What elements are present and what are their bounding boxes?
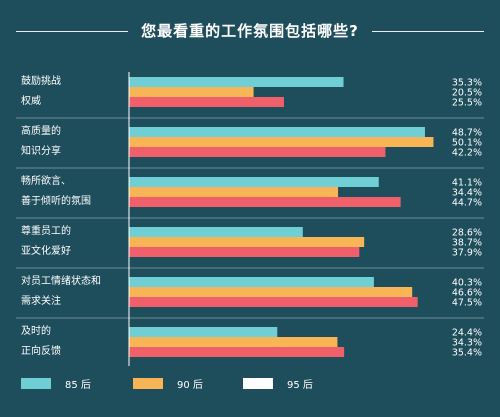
- category-label: 鼓励挑战: [21, 74, 61, 87]
- value-label: 37.9%: [452, 248, 482, 259]
- value-label: 25.5%: [452, 98, 482, 109]
- value-label: 44.7%: [452, 198, 482, 209]
- bar-2: [129, 137, 434, 147]
- title-rule-left: [16, 31, 128, 32]
- legend-label: 85 后: [65, 380, 91, 391]
- value-label: 41.1%: [452, 178, 482, 189]
- legend-swatch: [243, 378, 273, 389]
- bar-1: [129, 77, 344, 87]
- category-label: 权威: [21, 94, 41, 107]
- value-label: 46.6%: [452, 288, 482, 299]
- value-label: 42.2%: [452, 148, 482, 159]
- category-label: 高质量的: [21, 124, 61, 137]
- legend-swatch: [133, 378, 163, 389]
- legend: 85 后 90 后 95 后: [0, 374, 500, 394]
- bar-1: [129, 277, 374, 287]
- value-label: 24.4%: [452, 328, 482, 339]
- value-label: 28.6%: [452, 228, 482, 239]
- category-label: 亚文化爱好: [21, 244, 71, 257]
- bar-3: [129, 297, 418, 307]
- value-label: 48.7%: [452, 128, 482, 139]
- bar-2: [129, 187, 339, 197]
- value-label: 35.4%: [452, 348, 482, 359]
- value-label: 38.7%: [452, 238, 482, 249]
- category-label: 及时的: [21, 324, 51, 337]
- category-label: 尊重员工的: [21, 224, 71, 237]
- value-label: 50.1%: [452, 138, 482, 149]
- bar-3: [129, 347, 345, 357]
- value-label: 34.3%: [452, 338, 482, 349]
- bar-chart: 鼓励挑战权威35.3%20.5%25.5%高质量的知识分享48.7%50.1%4…: [16, 72, 484, 366]
- legend-swatch: [21, 378, 51, 389]
- category-label: 正向反馈: [21, 344, 61, 357]
- value-label: 47.5%: [452, 298, 482, 309]
- legend-label: 90 后: [177, 380, 203, 391]
- bar-1: [129, 127, 425, 137]
- category-label: 需求关注: [21, 294, 61, 307]
- value-label: 40.3%: [452, 278, 482, 289]
- bar-2: [129, 337, 338, 347]
- legend-label: 95 后: [287, 380, 313, 391]
- category-label: 知识分享: [21, 144, 61, 157]
- value-label: 34.4%: [452, 188, 482, 199]
- bar-1: [129, 327, 278, 337]
- bar-2: [129, 237, 365, 247]
- title-area: 您最看重的工作氛围包括哪些?: [0, 16, 500, 46]
- bar-3: [129, 147, 386, 157]
- category-label: 善于倾听的氛围: [21, 194, 91, 207]
- chart-title: 您最看重的工作氛围包括哪些?: [141, 22, 359, 40]
- bar-1: [129, 227, 303, 237]
- bar-3: [129, 197, 401, 207]
- bar-3: [129, 97, 284, 107]
- bar-2: [129, 87, 254, 97]
- value-label: 20.5%: [452, 88, 482, 99]
- bar-2: [129, 287, 413, 297]
- value-label: 35.3%: [452, 78, 482, 89]
- category-label: 畅所欲言、: [21, 174, 71, 187]
- title-rule-right: [372, 31, 484, 32]
- bar-3: [129, 247, 360, 257]
- category-label: 对员工情绪状态和: [21, 274, 101, 287]
- bar-1: [129, 177, 379, 187]
